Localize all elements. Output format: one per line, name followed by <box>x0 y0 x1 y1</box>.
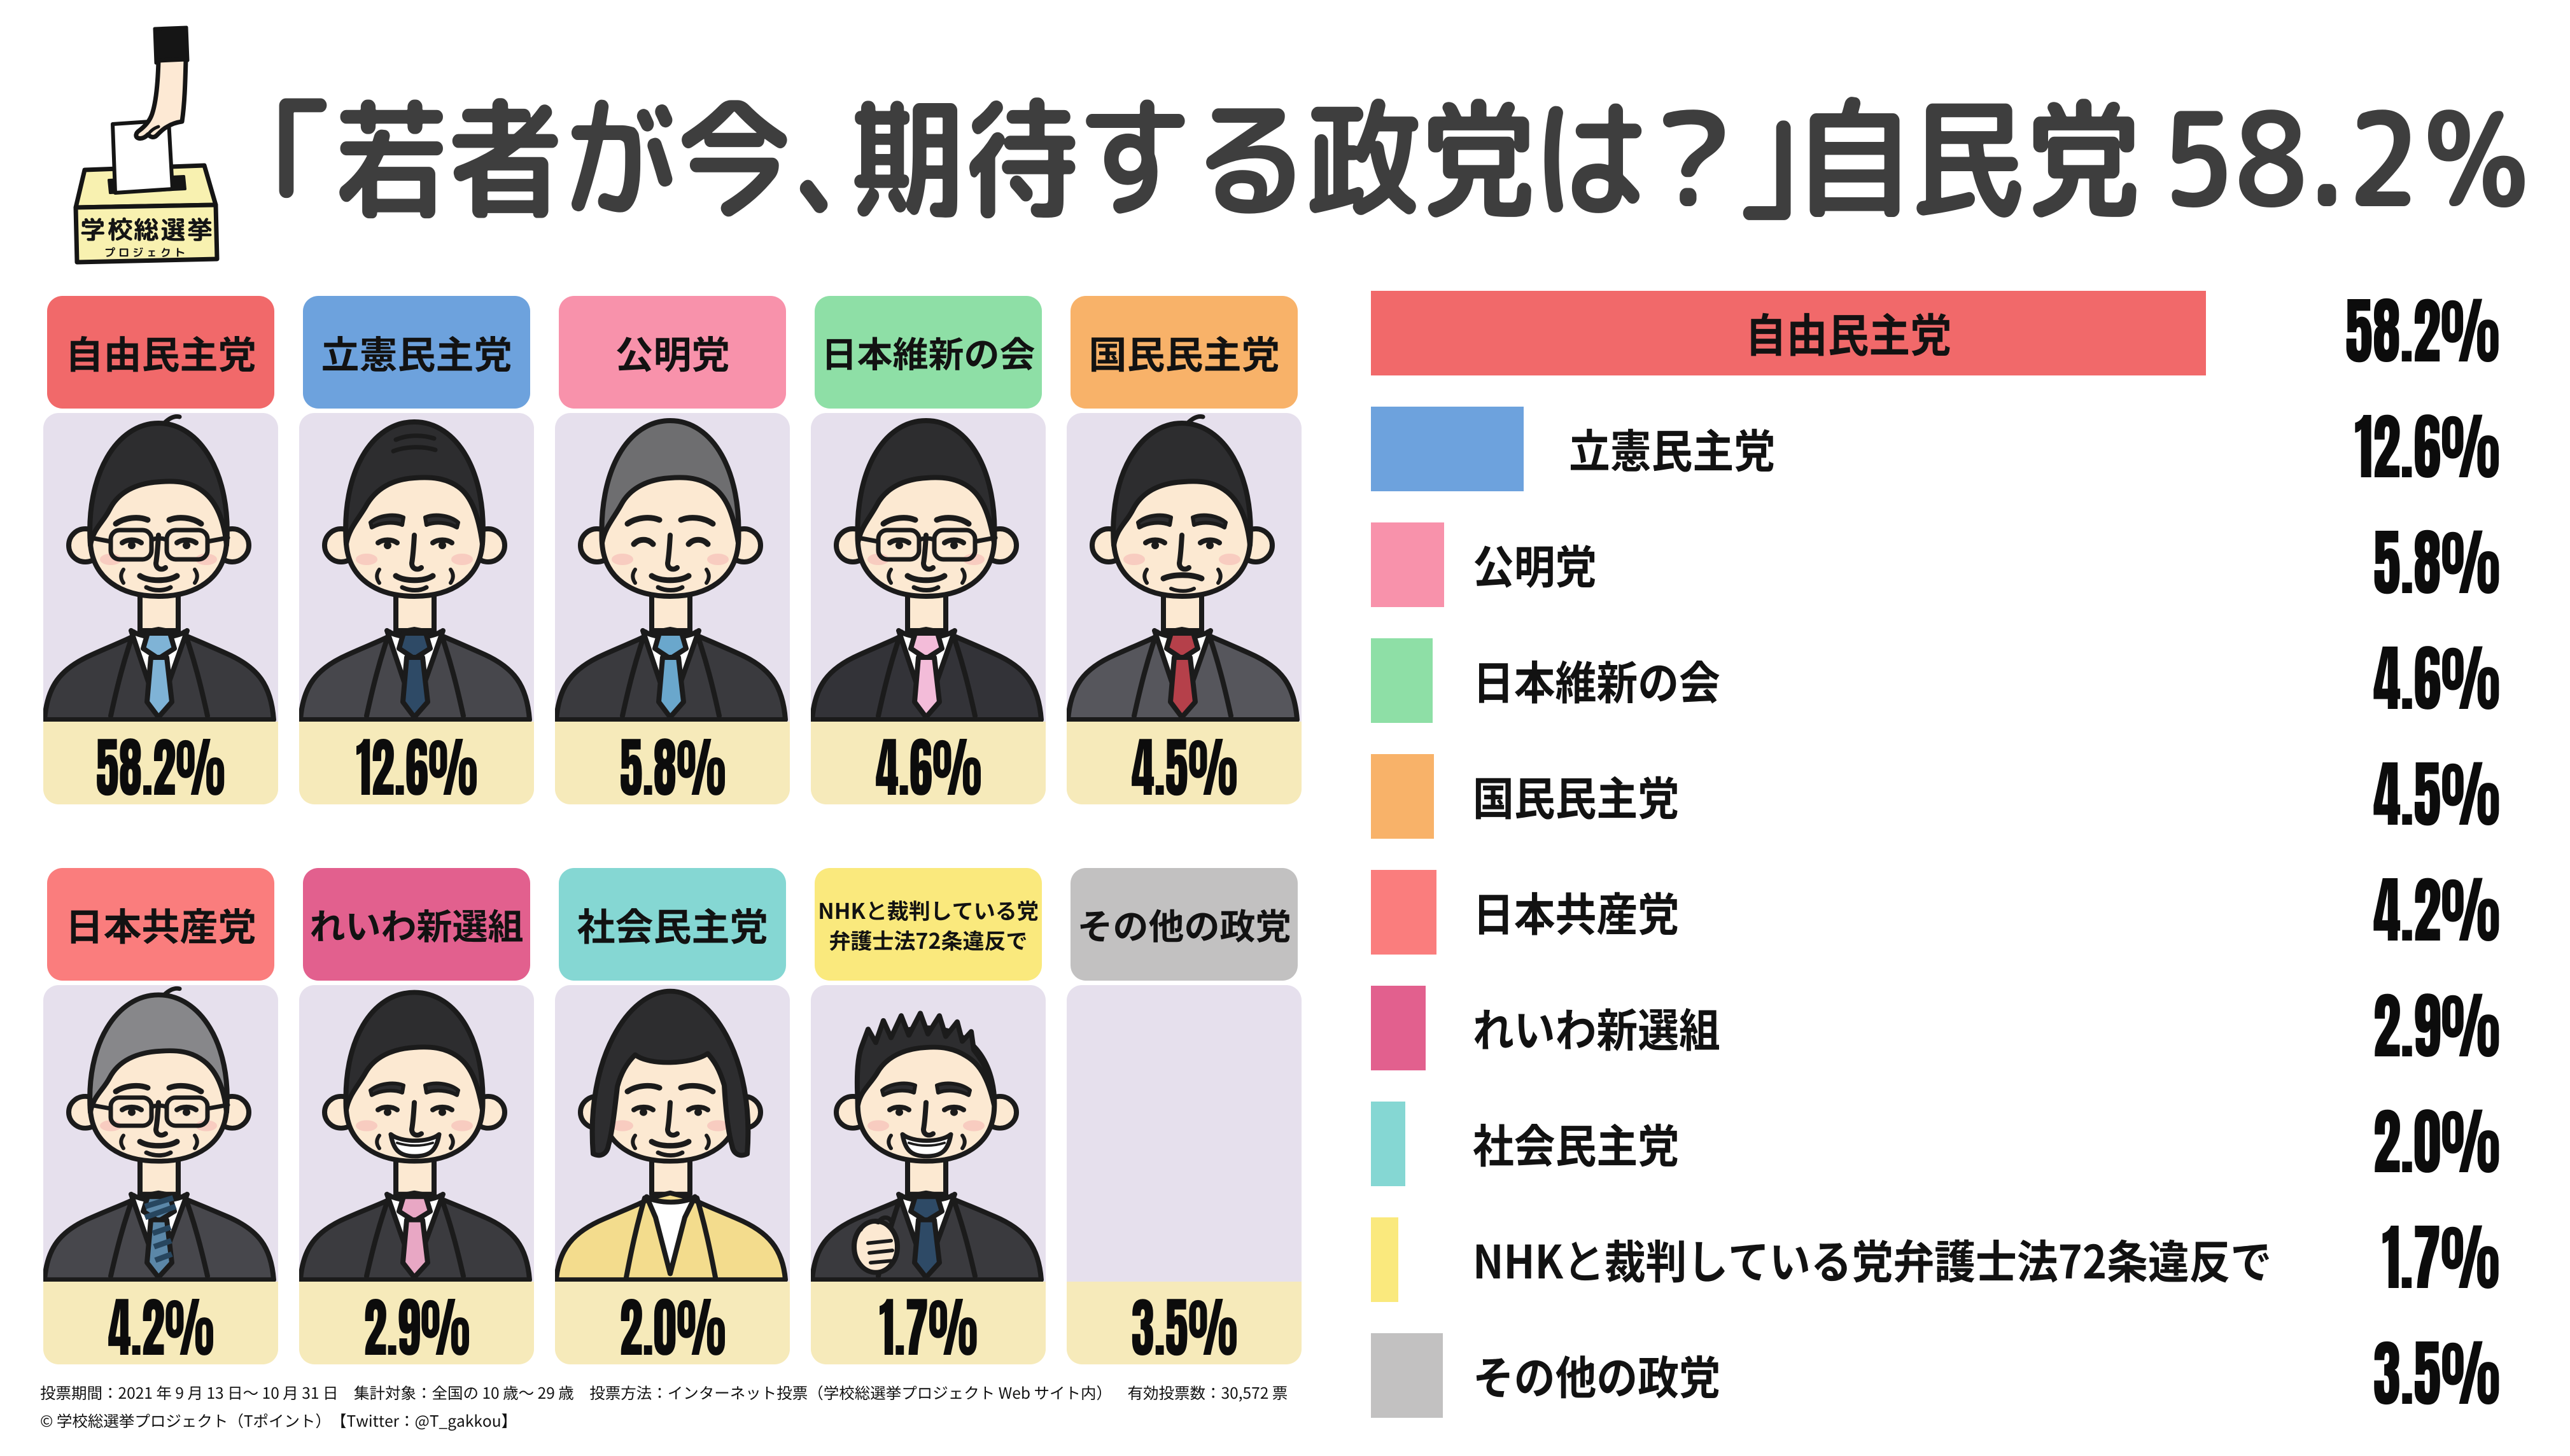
svg-text:プロジェクト: プロジェクト <box>104 246 188 260</box>
svg-text:学校総選挙: 学校総選挙 <box>80 211 214 247</box>
